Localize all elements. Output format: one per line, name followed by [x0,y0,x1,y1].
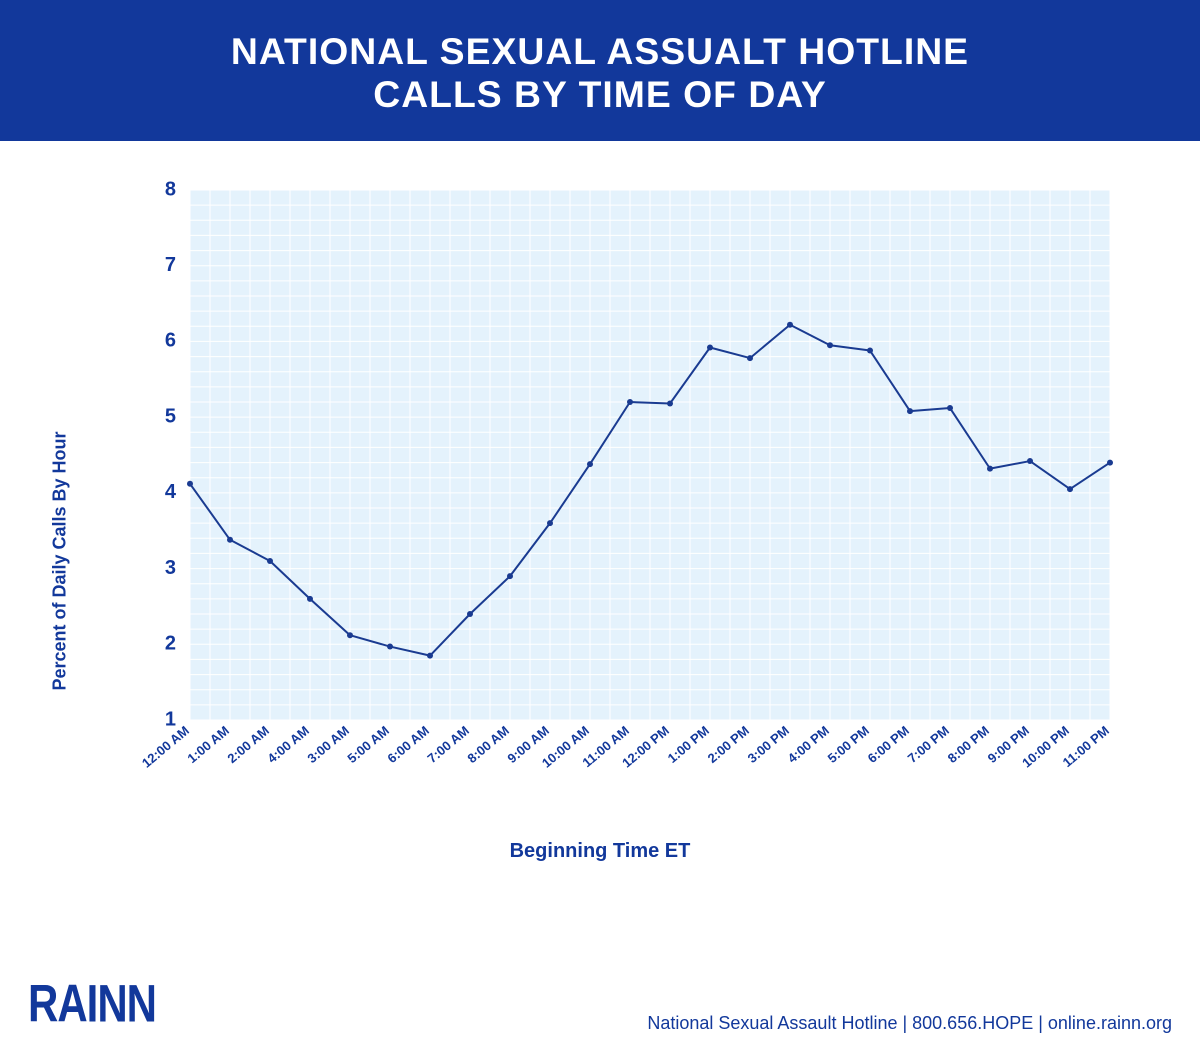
data-point [587,461,593,467]
svg-text:2:00 PM: 2:00 PM [705,723,752,766]
data-point [867,348,873,354]
svg-text:8:00 PM: 8:00 PM [945,723,992,766]
data-point [707,344,713,350]
svg-text:4:00 PM: 4:00 PM [785,723,832,766]
data-point [347,632,353,638]
svg-text:3:00 PM: 3:00 PM [745,723,792,766]
header-title-line1: NATIONAL SEXUAL ASSUALT HOTLINE [20,30,1180,73]
svg-text:2:00 AM: 2:00 AM [224,723,271,766]
svg-text:1: 1 [165,708,176,730]
data-point [627,399,633,405]
svg-text:2: 2 [165,633,176,655]
svg-text:6:00 AM: 6:00 AM [384,723,431,766]
data-point [787,322,793,328]
x-axis-title: Beginning Time ET [0,840,1200,863]
chart-container: Percent of Daily Calls By Hour 123456781… [0,180,1200,942]
svg-text:1:00 PM: 1:00 PM [665,723,712,766]
line-chart: 1 2 3 4 5 6 7 8 12:00 AM1:00 AM2:00 AM4:00 AM3:0… [70,180,1130,780]
svg-text:7: 7 [165,254,176,276]
svg-text:8: 8 [165,180,176,200]
svg-text:6: 6 [165,330,176,352]
svg-text:7:00 PM: 7:00 PM [905,723,952,766]
data-point [827,342,833,348]
svg-text:1:00 AM: 1:00 AM [184,723,231,766]
footer-attribution: National Sexual Assault Hotline | 800.65… [647,1013,1172,1034]
footer: RAINN National Sexual Assault Hotline | … [0,966,1200,1062]
y-tick-labels: 1 2 3 4 5 6 7 8 [165,180,177,730]
data-point [747,355,753,361]
svg-text:7:00 AM: 7:00 AM [424,723,471,766]
svg-text:5: 5 [165,405,176,427]
svg-text:5:00 PM: 5:00 PM [825,723,872,766]
svg-text:3:00 AM: 3:00 AM [304,723,351,766]
data-point [547,520,553,526]
svg-text:4:00 AM: 4:00 AM [264,723,311,766]
header-title-line2: CALLS BY TIME OF DAY [20,73,1180,116]
data-point [907,408,913,414]
y-axis-title: Percent of Daily Calls By Hour [50,431,71,690]
data-point [987,466,993,472]
svg-text:8:00 AM: 8:00 AM [464,723,511,766]
svg-text:5:00 AM: 5:00 AM [344,723,391,766]
chart-header: NATIONAL SEXUAL ASSUALT HOTLINE CALLS BY… [0,0,1200,141]
data-point [667,401,673,407]
data-point [267,558,273,564]
data-point [387,644,393,650]
data-point [947,405,953,411]
rainn-logo: RAINN [28,974,156,1034]
x-tick-labels: 12:00 AM1:00 AM2:00 AM4:00 AM3:00 AM5:00… [139,723,1112,771]
data-point [1067,486,1073,492]
data-point [507,573,513,579]
data-point [427,653,433,659]
svg-text:6:00 PM: 6:00 PM [865,723,912,766]
data-point [307,596,313,602]
data-point [187,481,193,487]
data-point [1027,458,1033,464]
svg-text:3: 3 [165,557,176,579]
data-point [1107,460,1113,466]
data-point [227,537,233,543]
data-point [467,611,473,617]
svg-text:4: 4 [165,481,177,503]
